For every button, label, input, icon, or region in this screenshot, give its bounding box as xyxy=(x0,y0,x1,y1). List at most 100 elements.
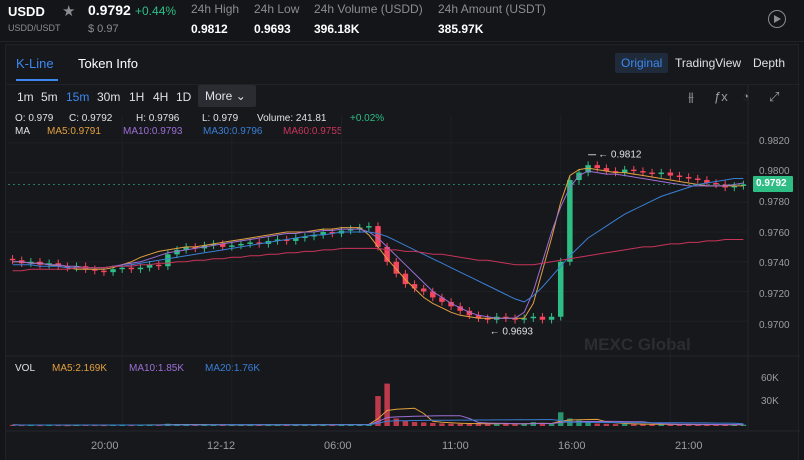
price-tick: 0.9760 xyxy=(759,228,790,239)
chart-panel: K-Line Token Info Original TradingView D… xyxy=(5,44,800,460)
ohlc-high: H: 0.9796 xyxy=(136,113,180,124)
trading-pair: USDD/USDT xyxy=(8,23,61,33)
volume-bar xyxy=(238,425,244,427)
candle-body xyxy=(393,261,400,274)
candle-body xyxy=(475,315,482,319)
candle-body xyxy=(430,291,436,298)
candle-body xyxy=(466,310,473,316)
interval-15m[interactable]: 15m xyxy=(66,90,90,104)
candle-body xyxy=(411,284,418,289)
candle-body xyxy=(146,264,153,268)
candle-body xyxy=(156,264,162,267)
volume-bar xyxy=(667,424,674,426)
volume-bar xyxy=(320,424,326,426)
candle-type-icon[interactable]: ⫵ xyxy=(688,89,694,104)
volume-bar xyxy=(256,424,262,426)
volume-bar xyxy=(621,424,628,426)
volume-bar xyxy=(265,424,272,426)
interval-30m[interactable]: 30m xyxy=(97,90,121,104)
volume-bar xyxy=(731,424,738,426)
play-icon[interactable] xyxy=(768,10,786,28)
volume-bar xyxy=(201,425,208,427)
volume-bar xyxy=(101,425,107,427)
price-tick: 0.9780 xyxy=(759,197,790,208)
view-tradingview-button[interactable]: TradingView xyxy=(675,56,742,70)
interval-1m[interactable]: 1m xyxy=(17,90,34,104)
volume-bar xyxy=(494,424,500,426)
candle-body xyxy=(101,270,107,273)
volume-bar xyxy=(594,423,600,426)
interval-1d[interactable]: 1D xyxy=(176,90,192,104)
tab-kline[interactable]: K-Line xyxy=(16,56,54,71)
candle-body xyxy=(9,258,16,261)
ticker-header: USDD ★ 0.9792 +0.44% USDD/USDT $ 0.97 24… xyxy=(0,0,804,42)
candle-body xyxy=(448,301,454,307)
candle-body xyxy=(557,261,564,317)
volume-bar xyxy=(9,424,16,426)
volume-bar xyxy=(274,424,281,426)
tab-token-info[interactable]: Token Info xyxy=(78,56,138,71)
low-marker-label: ← 0.9693 xyxy=(490,327,534,338)
candle-body xyxy=(110,269,116,273)
volume-bar xyxy=(466,423,473,426)
volume-bar xyxy=(612,424,619,426)
ma10-line xyxy=(12,170,744,319)
price-tick: 0.9800 xyxy=(759,166,790,177)
ma60-legend: MA60:0.9755 xyxy=(283,126,343,137)
candle-body xyxy=(311,235,317,237)
vol-tick: 60K xyxy=(761,373,779,384)
candle-body xyxy=(484,318,491,320)
candle-body xyxy=(92,269,98,271)
candle-body xyxy=(676,175,683,178)
interval-5m[interactable]: 5m xyxy=(41,90,58,104)
indicator-fx-icon[interactable]: ƒx xyxy=(714,89,728,104)
volume-bar xyxy=(649,424,655,426)
volume-bar xyxy=(329,424,336,426)
time-tick: 06:00 xyxy=(324,440,352,452)
candle-body xyxy=(238,243,244,246)
fullscreen-icon[interactable]: ⤢ xyxy=(769,89,780,104)
candle-body xyxy=(384,246,390,262)
candle-body xyxy=(439,297,445,302)
view-original-button[interactable]: Original xyxy=(615,53,669,73)
candle-body xyxy=(137,267,144,270)
interval-4h[interactable]: 4H xyxy=(153,90,169,104)
volume-bar xyxy=(713,424,719,426)
volume-bar xyxy=(55,425,61,427)
volume-bar xyxy=(484,424,491,426)
time-tick: 12-12 xyxy=(207,440,236,452)
volume-bar xyxy=(302,424,308,426)
vol-ma10-legend: MA10:1.85K xyxy=(129,363,185,374)
candle-body xyxy=(274,239,281,241)
ma5-line xyxy=(12,167,744,319)
candle-body xyxy=(594,165,600,169)
volume-bar xyxy=(229,424,235,426)
ma30-legend: MA30:0.9796 xyxy=(203,126,263,137)
star-icon[interactable]: ★ xyxy=(62,3,76,20)
ma30-line xyxy=(12,178,744,303)
volume-bar xyxy=(576,420,582,426)
candle-body xyxy=(320,232,326,235)
more-intervals-dropdown[interactable]: More ⌄ xyxy=(198,85,256,107)
candle-body xyxy=(740,184,747,186)
volume-bar xyxy=(640,424,646,426)
price-tick: 0.9820 xyxy=(759,136,790,147)
tab-divider xyxy=(6,84,800,85)
view-depth-button[interactable]: Depth xyxy=(753,56,786,70)
kline-chart[interactable]: ← 0.9812 ← 0.9693 xyxy=(6,45,800,460)
vol-label: VOL xyxy=(15,363,36,374)
volume-bar xyxy=(119,425,125,427)
settings-gauge-icon[interactable]: ◔ xyxy=(742,89,750,104)
volume-bar xyxy=(512,424,518,426)
volume-bar xyxy=(28,425,34,427)
volume-bar xyxy=(18,425,25,427)
interval-1h[interactable]: 1H xyxy=(129,90,145,104)
candle-body xyxy=(548,316,555,320)
vol-ma5-legend: MA5:2.169K xyxy=(52,363,108,374)
volume-bar xyxy=(722,424,728,426)
volume-bar xyxy=(210,424,217,426)
high-marker-label: ← 0.9812 xyxy=(598,150,642,161)
candle-body xyxy=(512,318,518,320)
candle-body xyxy=(713,182,719,185)
